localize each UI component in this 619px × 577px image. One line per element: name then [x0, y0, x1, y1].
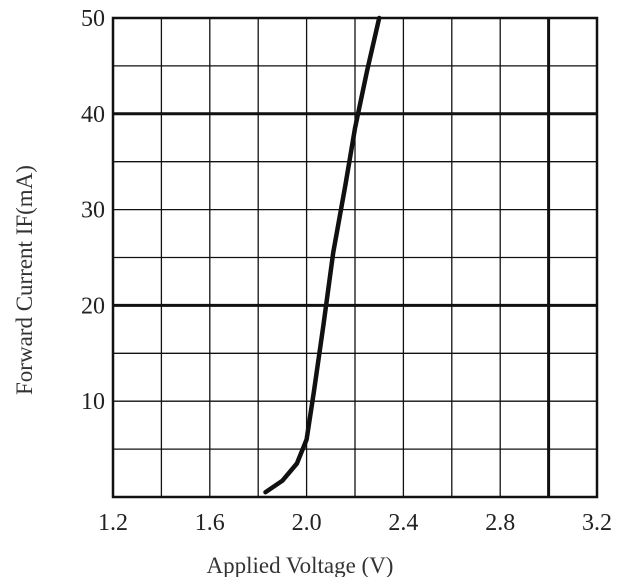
x-tick-label: 2.8: [485, 510, 515, 536]
y-axis-ticks: 10 20 30 40 50: [81, 6, 105, 415]
grid: [112, 18, 598, 497]
y-tick-label: 30: [81, 198, 105, 224]
x-tick-label: 1.2: [98, 510, 128, 536]
x-tick-label: 2.0: [292, 510, 322, 536]
x-axis-label: Applied Voltage (V): [207, 553, 394, 577]
series: [263, 15, 382, 495]
y-tick-label: 40: [81, 102, 105, 128]
x-tick-label: 2.4: [388, 510, 418, 536]
series-line: [263, 15, 382, 495]
x-axis-ticks: 1.2 1.6 2.0 2.4 2.8 3.2: [98, 510, 612, 536]
y-tick-label: 20: [81, 293, 105, 319]
x-tick-label: 3.2: [582, 510, 612, 536]
y-tick-label: 50: [81, 6, 105, 32]
y-axis-label: Forward Current IF(mA): [12, 165, 37, 395]
y-tick-label: 10: [81, 389, 105, 415]
plot-border: [111, 16, 599, 499]
plot-frame: [111, 16, 599, 499]
x-tick-label: 1.6: [195, 510, 225, 536]
